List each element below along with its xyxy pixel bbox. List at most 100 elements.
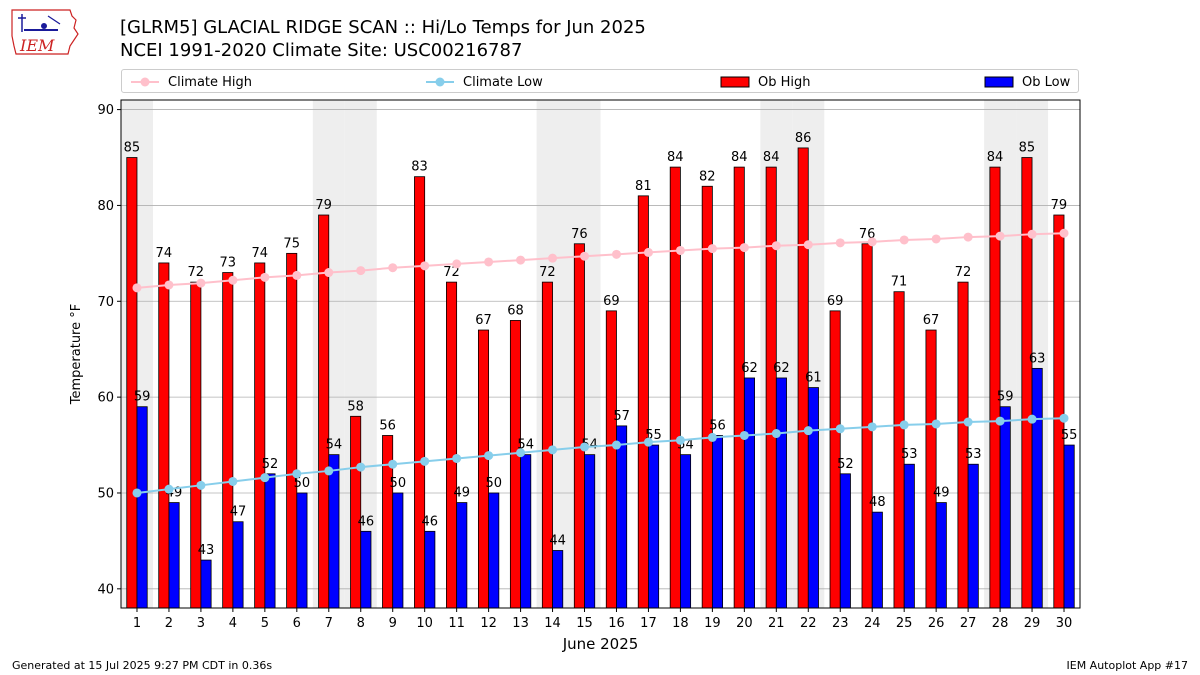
bar-ob-low-day-26 xyxy=(935,502,947,609)
bar-ob-high-day-5 xyxy=(254,262,266,609)
x-tick-label-24: 24 xyxy=(864,616,881,631)
y-tick-label-40: 40 xyxy=(97,582,114,597)
point-climate-low-day-29 xyxy=(1027,414,1037,424)
bar-ob-low-day-7 xyxy=(328,454,340,609)
bar-ob-high-day-30 xyxy=(1053,214,1065,609)
x-tick-label-22: 22 xyxy=(800,616,817,631)
point-climate-high-day-23 xyxy=(835,238,845,248)
point-climate-high-day-20 xyxy=(739,243,749,253)
legend-label-ob-low: Ob Low xyxy=(1022,74,1071,90)
x-tick-label-12: 12 xyxy=(480,616,497,631)
point-climate-high-day-13 xyxy=(516,255,526,265)
point-climate-high-day-2 xyxy=(164,280,174,290)
point-climate-low-day-7 xyxy=(324,466,334,476)
label-ob-low-day-24: 48 xyxy=(869,495,886,510)
bar-ob-low-day-8 xyxy=(360,530,372,609)
bar-ob-high-day-21 xyxy=(765,166,777,609)
label-ob-high-day-12: 67 xyxy=(475,313,492,328)
bar-ob-low-day-14 xyxy=(552,550,564,609)
label-ob-low-day-19: 56 xyxy=(709,418,726,433)
point-climate-high-day-8 xyxy=(356,266,366,276)
label-ob-low-day-7: 54 xyxy=(326,438,343,453)
point-climate-low-day-1 xyxy=(132,488,142,498)
bar-ob-high-day-6 xyxy=(286,252,298,609)
x-tick-label-9: 9 xyxy=(389,616,397,631)
legend-swatch-ob-low xyxy=(984,76,1014,88)
label-ob-high-day-11: 72 xyxy=(443,265,460,280)
legend-swatch-ob-high xyxy=(720,76,750,88)
point-climate-low-day-3 xyxy=(196,480,206,490)
bar-ob-low-day-15 xyxy=(584,454,596,609)
generated-timestamp: Generated at 15 Jul 2025 9:27 PM CDT in … xyxy=(12,659,273,672)
label-ob-low-day-30: 55 xyxy=(1061,428,1078,443)
plot-frame xyxy=(120,99,1081,609)
x-tick-label-16: 16 xyxy=(608,616,625,631)
point-climate-low-day-22 xyxy=(803,426,813,436)
label-ob-high-day-8: 58 xyxy=(347,399,364,414)
bar-ob-low-day-2 xyxy=(168,502,180,609)
bar-ob-low-day-21 xyxy=(775,377,787,609)
bar-ob-high-day-10 xyxy=(414,176,426,609)
label-ob-high-day-17: 81 xyxy=(635,179,652,194)
point-climate-high-day-28 xyxy=(995,231,1005,241)
label-ob-low-day-16: 57 xyxy=(613,409,630,424)
bar-ob-low-day-3 xyxy=(200,559,212,609)
x-tick-label-10: 10 xyxy=(416,616,433,631)
point-climate-low-day-11 xyxy=(452,453,462,463)
x-tick-label-2: 2 xyxy=(165,616,173,631)
svg-text:IEM: IEM xyxy=(19,36,55,55)
point-climate-low-day-25 xyxy=(899,420,909,430)
bar-ob-low-day-17 xyxy=(648,444,660,609)
chart-subtitle: NCEI 1991-2020 Climate Site: USC00216787 xyxy=(120,40,523,61)
bar-ob-low-day-22 xyxy=(807,387,819,609)
point-climate-low-day-6 xyxy=(292,469,302,479)
point-climate-low-day-27 xyxy=(963,417,973,427)
point-climate-high-day-6 xyxy=(292,270,302,280)
point-climate-high-day-14 xyxy=(548,253,558,263)
point-climate-low-day-13 xyxy=(516,448,526,458)
point-climate-low-day-10 xyxy=(420,456,430,466)
bar-ob-high-day-17 xyxy=(637,195,649,609)
point-climate-high-day-22 xyxy=(803,240,813,250)
point-climate-high-day-18 xyxy=(675,245,685,255)
chart-title: [GLRM5] GLACIAL RIDGE SCAN :: Hi/Lo Temp… xyxy=(120,17,646,38)
x-tick-label-11: 11 xyxy=(448,616,465,631)
bar-ob-low-day-25 xyxy=(903,463,915,609)
y-tick-label-80: 80 xyxy=(97,199,114,214)
label-ob-low-day-29: 63 xyxy=(1029,351,1046,366)
label-ob-low-day-14: 44 xyxy=(549,533,566,548)
label-ob-high-day-25: 71 xyxy=(891,275,908,290)
label-ob-high-day-23: 69 xyxy=(827,294,844,309)
x-tick-label-6: 6 xyxy=(293,616,301,631)
label-ob-low-day-23: 52 xyxy=(837,457,854,472)
bar-ob-low-day-16 xyxy=(616,425,628,609)
x-tick-label-27: 27 xyxy=(960,616,977,631)
legend-swatch-climate-high xyxy=(131,77,159,87)
label-ob-low-day-26: 49 xyxy=(933,486,950,501)
bar-ob-low-day-13 xyxy=(520,454,532,609)
point-climate-low-day-23 xyxy=(835,424,845,434)
label-ob-low-day-25: 53 xyxy=(901,447,918,462)
chart-legend: Climate High Climate Low Ob High Ob Low xyxy=(121,69,1079,93)
bar-ob-low-day-23 xyxy=(839,473,851,609)
label-ob-low-day-8: 46 xyxy=(358,514,375,529)
label-ob-low-day-11: 49 xyxy=(453,486,470,501)
bar-ob-low-day-29 xyxy=(1031,367,1043,609)
x-axis-label: June 2025 xyxy=(562,635,639,653)
bar-ob-low-day-10 xyxy=(424,530,436,609)
label-ob-low-day-12: 50 xyxy=(485,476,502,491)
bar-ob-low-day-12 xyxy=(488,492,500,609)
label-ob-high-day-1: 85 xyxy=(124,141,141,156)
point-climate-high-day-3 xyxy=(196,278,206,288)
label-ob-low-day-10: 46 xyxy=(422,514,439,529)
bar-ob-low-day-11 xyxy=(456,502,468,609)
label-ob-high-day-9: 56 xyxy=(379,418,396,433)
label-ob-low-day-21: 62 xyxy=(773,361,790,376)
point-climate-high-day-11 xyxy=(452,259,462,269)
x-tick-label-13: 13 xyxy=(512,616,529,631)
point-climate-high-day-5 xyxy=(260,272,270,282)
label-ob-low-day-4: 47 xyxy=(230,505,247,520)
point-climate-high-day-12 xyxy=(484,257,494,267)
x-tick-label-20: 20 xyxy=(736,616,753,631)
point-climate-low-day-9 xyxy=(388,459,398,469)
